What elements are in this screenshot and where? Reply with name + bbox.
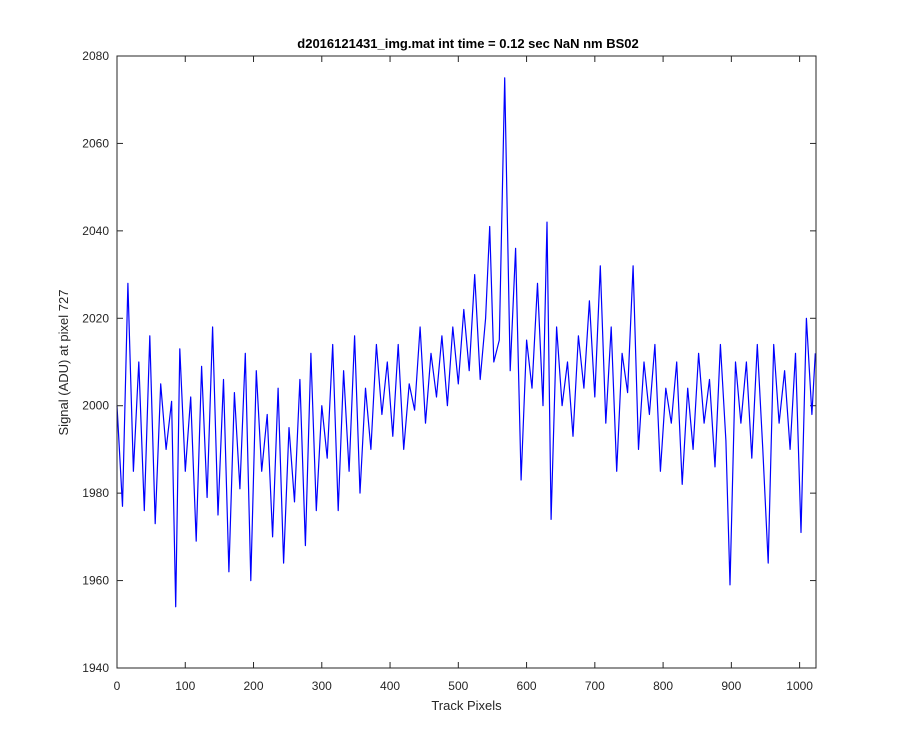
chart-title: d2016121431_img.mat int time = 0.12 sec … (297, 36, 638, 51)
plot-frame (116, 55, 817, 669)
x-tick-label: 400 (380, 679, 400, 693)
x-tick-label: 300 (312, 679, 332, 693)
x-tick-label: 500 (448, 679, 468, 693)
x-tick-label: 1000 (786, 679, 813, 693)
y-tick-label: 1960 (82, 574, 109, 588)
y-tick-label: 2020 (82, 311, 109, 325)
x-tick-label: 700 (585, 679, 605, 693)
y-tick-label: 2040 (82, 224, 109, 238)
x-tick-label: 200 (244, 679, 264, 693)
signal-series-line (116, 77, 816, 608)
y-axis-title: Signal (ADU) at pixel 727 (56, 290, 71, 436)
y-tick-label: 2060 (82, 136, 109, 150)
y-tick-label: 2000 (82, 399, 109, 413)
x-axis-title: Track Pixels (431, 698, 502, 713)
x-tick-label: 600 (517, 679, 537, 693)
x-tick-label: 800 (653, 679, 673, 693)
x-tick-label: 100 (175, 679, 195, 693)
y-tick-label: 1980 (82, 486, 109, 500)
y-tick-label: 1940 (82, 661, 109, 675)
x-tick-labels: 0 100 200 300 400 500 600 700 800 900 1000 (114, 679, 814, 693)
plot-area (117, 56, 816, 668)
y-tick-labels: 1940 1960 1980 2000 2020 2040 2060 2080 (82, 49, 109, 675)
x-tick-label: 0 (114, 679, 121, 693)
x-tick-label: 900 (721, 679, 741, 693)
y-tick-label: 2080 (82, 49, 109, 63)
